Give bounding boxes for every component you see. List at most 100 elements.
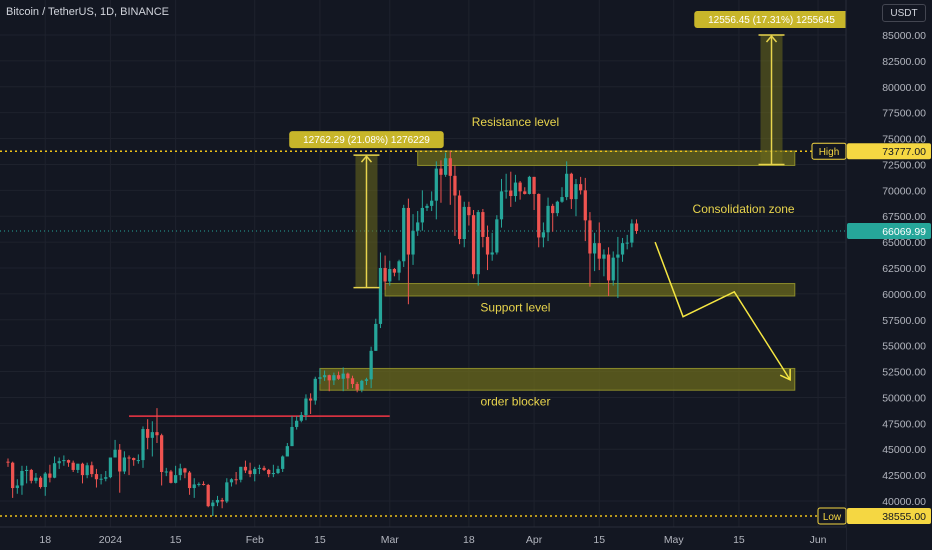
price-tick-label: 50000.00 [882, 392, 926, 404]
candle [606, 254, 611, 281]
time-tick-label: Apr [526, 534, 543, 546]
price-axis[interactable]: 40000.00 42500.00 45000.00 47500.00 50000.00… [845, 0, 932, 550]
candle [509, 190, 513, 197]
candle [206, 484, 210, 507]
consolidation-label: Consolidation zone [693, 202, 795, 216]
candle [322, 375, 327, 378]
candle [80, 463, 85, 476]
candle [518, 182, 522, 192]
candle [336, 375, 341, 379]
candle [402, 207, 406, 262]
candle [90, 465, 94, 475]
candle [388, 269, 392, 282]
price-tick-label: 65000.00 [882, 237, 926, 249]
price-tick-label: 40000.00 [882, 496, 926, 508]
candle [71, 462, 75, 470]
candle [178, 468, 182, 476]
low-price-badge-box [847, 507, 931, 524]
candle [308, 398, 313, 401]
candle [104, 477, 108, 479]
resistance-zone [417, 150, 796, 166]
time-tick-label: 15 [314, 534, 326, 546]
candle [551, 205, 555, 214]
candle [24, 469, 29, 471]
resistance-label: Resistance level [472, 115, 559, 129]
range-label-box [694, 11, 849, 28]
candle [378, 268, 383, 324]
candle [281, 456, 285, 469]
low-tag: Low [823, 512, 842, 523]
time-tick-label: Feb [246, 534, 264, 546]
candle [369, 350, 373, 380]
candle [527, 176, 532, 194]
candle [355, 383, 359, 390]
candle [611, 257, 615, 281]
candle [48, 473, 52, 478]
price-badges: 73777.00 38555.00 66069.99 High Low [811, 142, 931, 525]
candle [215, 499, 220, 503]
candle [34, 477, 38, 481]
candle [495, 219, 499, 253]
candle [471, 215, 476, 275]
candle [94, 474, 99, 480]
candle [62, 460, 66, 462]
time-tick-label: 15 [593, 534, 605, 546]
candle [457, 195, 462, 240]
time-axis[interactable]: 18 2024 15 Feb 15 Mar 18 Apr 15 May 15 Jun [0, 526, 846, 550]
projection-line [654, 241, 791, 381]
candle [295, 420, 299, 427]
candle [150, 432, 154, 438]
candle [625, 242, 629, 244]
range-label-box [289, 131, 444, 149]
currency-button[interactable]: USDT [882, 4, 926, 22]
candle [332, 375, 336, 381]
price-tick-label: 77500.00 [882, 108, 926, 120]
candle [476, 212, 480, 275]
candle [490, 252, 494, 255]
order-blocker-label: order blocker [480, 395, 550, 409]
candle [29, 469, 33, 481]
candle [592, 243, 597, 254]
candle [164, 471, 168, 473]
price-tick-label: 85000.00 [882, 30, 926, 42]
candle [485, 236, 490, 255]
candle [225, 482, 229, 502]
candle [560, 197, 564, 202]
price-tick-label: 42500.00 [882, 470, 926, 482]
candle [57, 461, 61, 464]
candle [411, 230, 415, 255]
candle [304, 398, 308, 416]
candle [397, 261, 401, 273]
hlines [0, 150, 846, 517]
candle [588, 220, 592, 254]
candle [481, 212, 485, 237]
candle [579, 184, 583, 191]
last-price-badge-box [847, 223, 931, 240]
candle [187, 472, 192, 489]
price-tick-label: 55000.00 [882, 341, 926, 353]
candle [499, 191, 504, 220]
candle [192, 484, 196, 489]
candle [290, 426, 294, 447]
candle [211, 502, 215, 507]
candle [127, 457, 131, 459]
candle [243, 466, 248, 471]
price-tick-label: 45000.00 [882, 444, 926, 456]
candle [634, 223, 639, 232]
candle [546, 205, 550, 233]
candle [146, 429, 150, 438]
price-tick-label: 72500.00 [882, 159, 926, 171]
candle [360, 380, 364, 390]
candle [160, 435, 164, 473]
price-tick-label: 82500.00 [882, 56, 926, 68]
projection-arrow [654, 241, 791, 382]
candle [285, 446, 289, 457]
candle [132, 458, 136, 461]
time-tick-label: 18 [463, 534, 475, 546]
candle [383, 268, 387, 282]
candle [262, 467, 266, 470]
symbol-title: Bitcoin / TetherUS, 1D, BINANCE [6, 6, 170, 18]
candle [532, 176, 536, 194]
candle [299, 415, 303, 421]
